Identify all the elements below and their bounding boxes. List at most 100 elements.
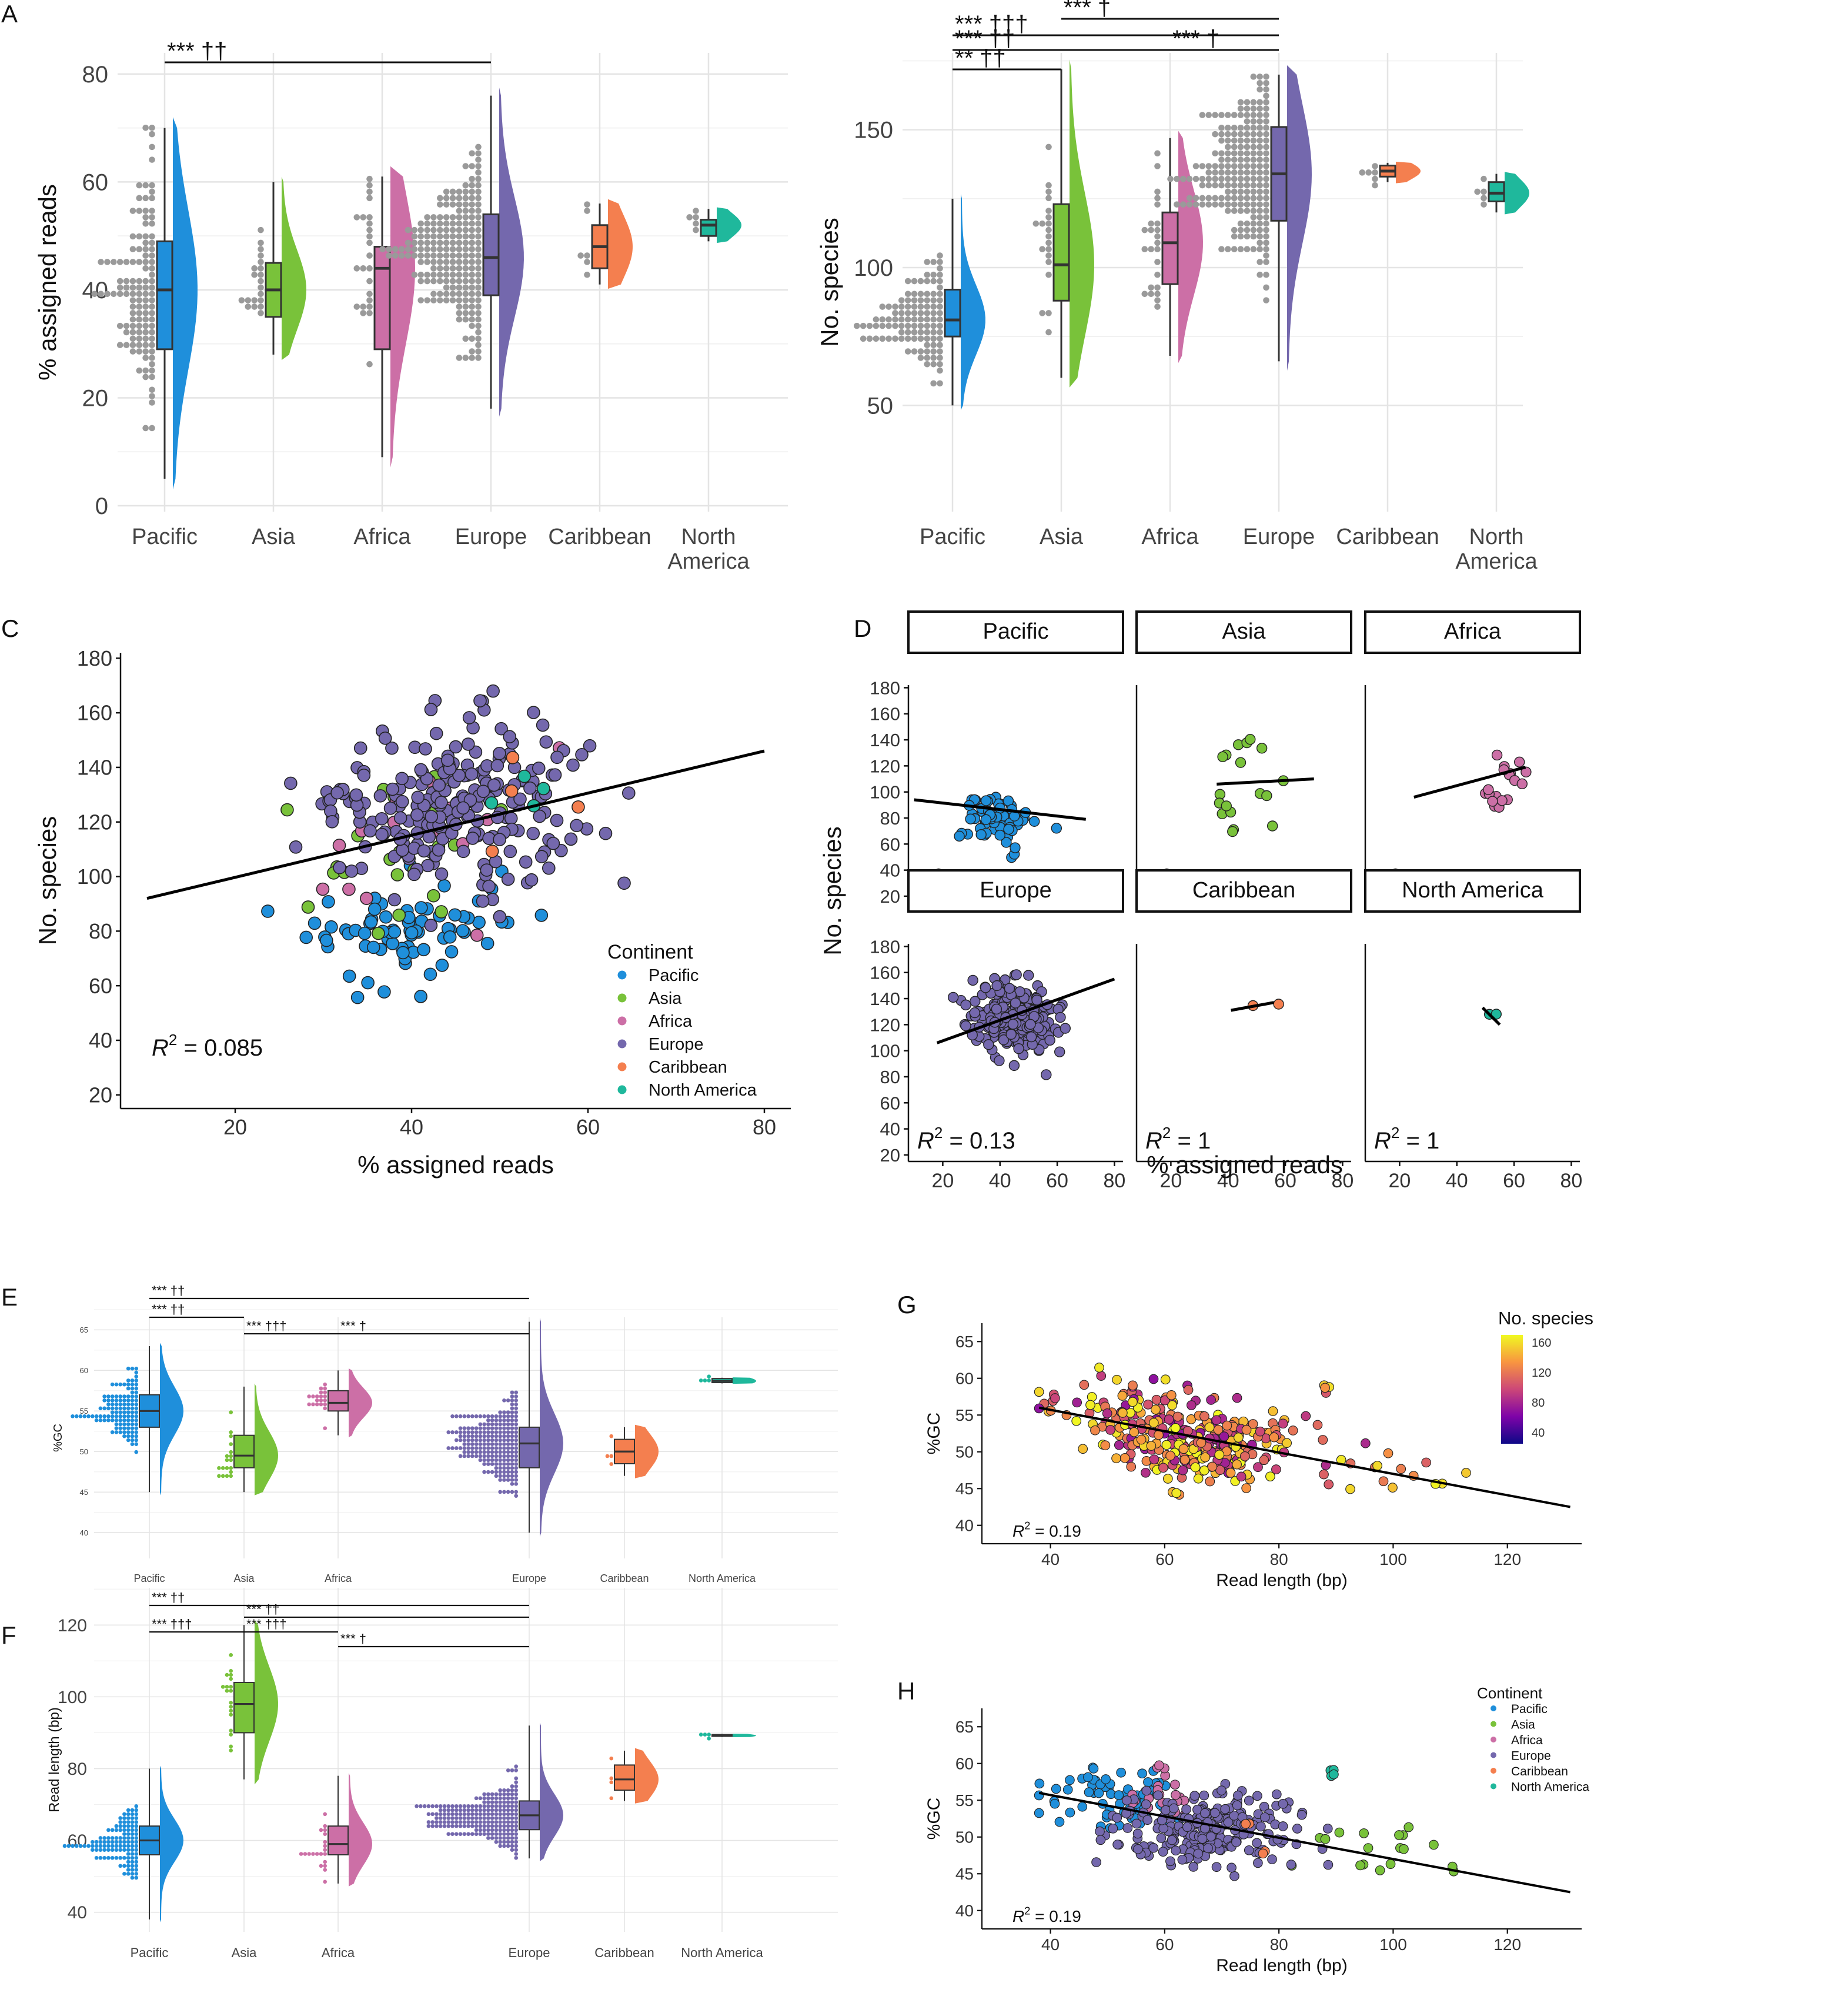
- significance-label: *** †††: [152, 1617, 192, 1631]
- data-point: [924, 303, 931, 310]
- data-point: [1225, 188, 1231, 195]
- data-point: [454, 1804, 459, 1808]
- scatter-point: [1516, 778, 1528, 790]
- data-point: [366, 214, 373, 221]
- x-tick-line: America: [667, 549, 750, 574]
- data-point: [1225, 175, 1231, 182]
- data-point: [873, 335, 880, 342]
- scatter-point: [1050, 1798, 1060, 1809]
- violin-asia: [282, 176, 306, 360]
- data-point: [478, 1832, 483, 1836]
- data-point: [475, 252, 482, 259]
- data-point: [130, 1394, 135, 1398]
- scatter-point: [1167, 1835, 1177, 1845]
- data-point: [506, 1462, 510, 1466]
- data-point: [134, 1378, 139, 1383]
- data-point: [584, 252, 590, 259]
- data-point: [707, 1378, 711, 1383]
- data-point: [930, 380, 937, 387]
- data-point: [514, 1848, 519, 1852]
- data-point: [122, 1820, 126, 1824]
- data-point: [609, 1454, 614, 1458]
- data-point: [134, 1860, 139, 1864]
- data-point: [130, 1442, 135, 1446]
- data-point: [609, 1780, 614, 1785]
- data-point: [1372, 169, 1378, 176]
- data-point: [514, 1816, 519, 1820]
- data-point: [478, 1438, 483, 1443]
- scatter-point: [1126, 1461, 1137, 1472]
- x-tick-label: Africa: [1141, 525, 1199, 549]
- data-point: [494, 1836, 499, 1840]
- data-point: [470, 1438, 474, 1443]
- data-point: [490, 1796, 494, 1801]
- data-point: [510, 1478, 514, 1482]
- scatter-point: [1143, 1400, 1153, 1410]
- data-point: [475, 163, 482, 169]
- data-point: [1250, 156, 1257, 163]
- legend-key: [617, 970, 627, 980]
- data-point: [1250, 208, 1257, 214]
- data-point: [1244, 226, 1251, 233]
- data-point: [506, 1844, 510, 1848]
- data-point: [462, 1446, 467, 1450]
- data-point: [258, 226, 264, 233]
- y-tick-label: 60: [955, 1370, 974, 1388]
- data-point: [458, 1414, 463, 1418]
- data-point: [114, 1398, 119, 1403]
- data-point: [437, 271, 443, 278]
- data-point: [106, 1402, 111, 1407]
- data-point: [1045, 329, 1052, 336]
- scatter-point: [1190, 1462, 1201, 1473]
- data-point: [514, 1414, 519, 1418]
- data-point: [470, 1434, 474, 1438]
- data-point: [130, 1816, 135, 1820]
- data-point: [474, 1426, 479, 1430]
- data-point: [114, 1848, 119, 1852]
- data-point: [514, 1458, 519, 1463]
- scatter-point: [503, 730, 517, 743]
- data-point: [1256, 226, 1263, 233]
- data-point: [474, 1804, 479, 1808]
- colorbar-tick-label: 120: [1532, 1367, 1551, 1380]
- data-point: [490, 1418, 494, 1423]
- data-point: [475, 278, 482, 285]
- data-point: [502, 1816, 506, 1820]
- data-point: [917, 297, 924, 303]
- data-point: [510, 1828, 514, 1832]
- data-point: [446, 1446, 451, 1450]
- data-point: [506, 1832, 510, 1836]
- data-point: [142, 310, 149, 316]
- data-point: [136, 182, 143, 189]
- scatter-point: [546, 836, 560, 850]
- scatter-point: [1087, 1392, 1097, 1402]
- scatter-point: [493, 910, 507, 924]
- data-point: [482, 1422, 486, 1427]
- data-point: [136, 291, 143, 298]
- data-point: [502, 1804, 506, 1808]
- data-point: [462, 355, 469, 361]
- data-point: [1256, 246, 1263, 253]
- data-point: [514, 1454, 519, 1458]
- data-point: [470, 1426, 474, 1430]
- data-point: [315, 1852, 319, 1856]
- data-point: [424, 220, 430, 227]
- data-point: [258, 239, 264, 246]
- data-point: [258, 246, 264, 253]
- violin-caribbean: [635, 1424, 659, 1478]
- data-point: [98, 1840, 103, 1844]
- x-tick-label: Europe: [455, 525, 527, 549]
- data-point: [469, 259, 475, 265]
- scatter-point: [435, 905, 448, 919]
- data-point: [494, 1808, 499, 1812]
- x-tick-label: 40: [1446, 1170, 1468, 1192]
- data-point: [229, 1701, 233, 1705]
- violin-north-america: [717, 207, 741, 243]
- data-point: [1225, 150, 1231, 157]
- data-point: [136, 322, 143, 329]
- data-point: [315, 1398, 319, 1403]
- data-point: [110, 1828, 115, 1832]
- data-point: [1154, 284, 1161, 291]
- scatter-point: [289, 840, 303, 854]
- data-point: [458, 1426, 463, 1430]
